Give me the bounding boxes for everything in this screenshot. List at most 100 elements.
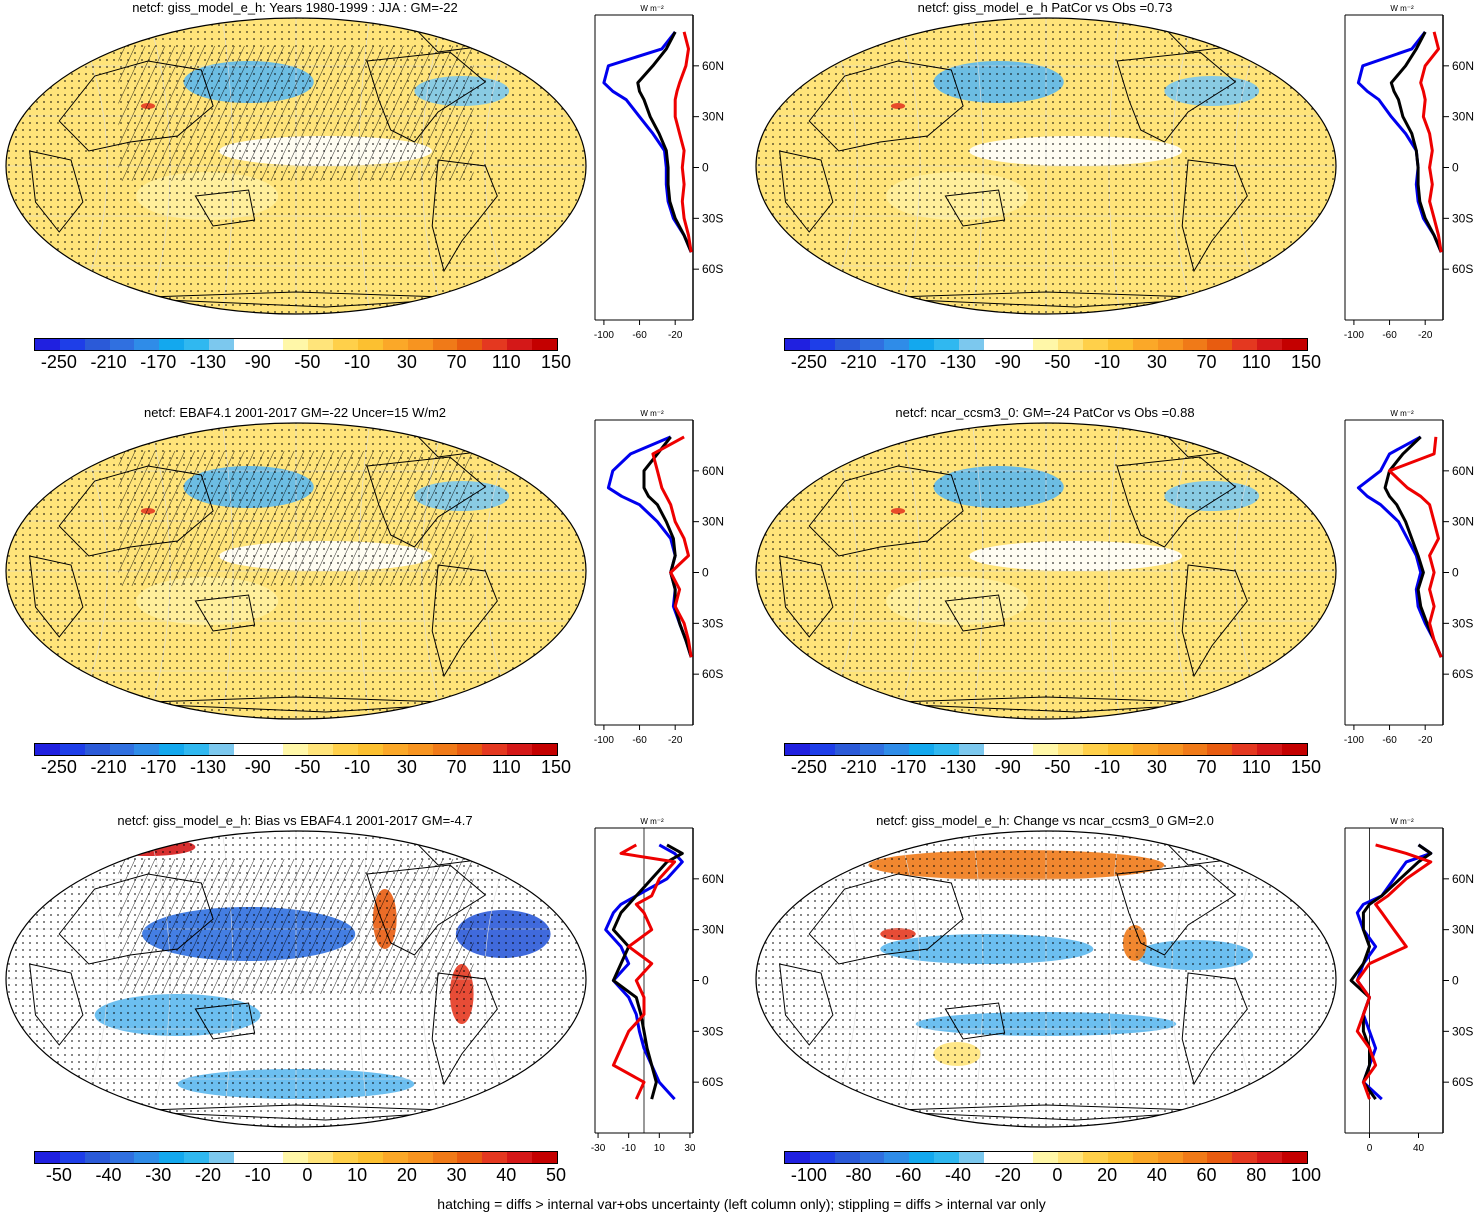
y-tick-label: 30N [1452,923,1474,937]
colorbar-swatch [1281,744,1307,755]
colorbar-swatch [507,744,532,755]
colorbar-label: -40 [944,1165,972,1185]
colorbar-label: 70 [446,757,467,777]
colorbar-swatch [934,1152,959,1163]
colorbar-label: -50 [294,352,321,372]
colorbar-label: -210 [840,757,877,777]
colorbar-label: -130 [189,352,227,372]
colorbar-label: 70 [446,352,467,372]
colorbar-label: 60 [1196,1165,1217,1185]
x-tick-label: -60 [632,330,647,341]
colorbar-swatch [1232,1152,1258,1163]
x-tick-label: -10 [621,1143,636,1154]
y-tick-label: 60N [702,872,724,886]
colorbar-swatch [1257,744,1282,755]
colorbar-swatch [233,1152,259,1163]
colorbar-swatch [35,1152,60,1163]
y-tick-label: 60N [1452,59,1474,73]
zonal-line [1419,31,1443,253]
colorbar-swatch [1033,744,1059,755]
colorbar-label: 70 [1196,352,1217,372]
colorbar-swatch [1132,1152,1158,1163]
colorbar-swatch [983,1152,1009,1163]
colorbar-label: -170 [140,757,177,777]
colorbar-label: 150 [540,352,572,372]
panel-title: netcf: ncar_ccsm3_0: GM=-24 PatCor vs Ob… [895,405,1195,420]
colorbar-label: -40 [95,1165,122,1185]
colorbar-swatch [1107,744,1133,755]
colorbar-swatch [1008,339,1034,350]
colorbar-swatch [333,1152,358,1163]
colorbar-swatch [457,1152,483,1163]
colorbar-label: 0 [302,1165,313,1185]
colorbar-label: 110 [491,352,521,372]
colorbar-label: -30 [145,1165,172,1185]
colorbar-swatch [1157,744,1183,755]
colorbar-swatch [457,744,483,755]
colorbar-swatch [208,339,234,350]
colorbar-swatch [382,339,408,350]
colorbar-label: -10 [344,757,371,777]
colorbar-label: -50 [294,757,321,777]
colorbar-swatch [859,744,885,755]
colorbar-swatch [1132,744,1158,755]
y-tick-label: 0 [1452,566,1459,580]
x-tick-label: -20 [668,735,683,746]
colorbar-swatch [983,744,1009,755]
colorbar-swatch [1257,339,1282,350]
colorbar-swatch [109,1152,135,1163]
y-tick-label: 60S [702,1075,723,1089]
colorbar-swatch [785,339,810,350]
y-tick-label: 0 [702,161,709,175]
colorbar-swatch [357,339,383,350]
colorbar-swatch [184,1152,209,1163]
colorbar-swatch [884,744,910,755]
colorbar-swatch [909,339,935,350]
colorbar-label: -20 [994,1165,1021,1185]
colorbar-swatch [482,339,508,350]
colorbar-swatch [1157,339,1183,350]
colorbar-label: -10 [244,1165,271,1185]
x-tick-label: 0 [1367,1143,1373,1154]
colorbar-label: -90 [994,352,1021,372]
x-tick-label: -20 [668,330,683,341]
colorbar-label: 80 [1246,1165,1267,1185]
colorbar-swatch [1257,1152,1282,1163]
colorbar-swatch [958,744,984,755]
colorbar-swatch [35,744,60,755]
colorbar-swatch [1207,339,1233,350]
panel-title: netcf: giss_model_e_h: Bias vs EBAF4.1 2… [117,813,473,828]
colorbar-swatches [34,1151,558,1164]
footer-note: hatching = diffs > internal var+obs unce… [437,1196,1046,1212]
zonal-line [636,31,693,253]
colorbar-swatch [84,339,110,350]
y-tick-label: 30N [1452,515,1474,529]
x-tick-label: -60 [1382,735,1397,746]
colorbar-label: 110 [1241,352,1271,372]
colorbar-swatches [784,743,1308,756]
colorbar-swatch [1207,744,1233,755]
panel-title: netcf: giss_model_e_h: Years 1980-1999 :… [132,0,458,15]
x-tick-label: -100 [1344,735,1364,746]
colorbar-swatch [1232,339,1258,350]
colorbar-label: 150 [540,757,572,777]
colorbar-swatch [407,339,433,350]
colorbar-swatch [35,339,60,350]
colorbar-label: 100 [1290,1165,1322,1185]
colorbar-label: 40 [1146,1165,1167,1185]
zonal-line [611,843,684,1100]
colorbar-label: -250 [40,757,77,777]
y-tick-label: 60S [702,667,723,681]
world-map [755,422,1337,720]
colorbar-label: -90 [994,757,1021,777]
zonal-mean-plot: 60N 30N 0 30S 60S -100 -60 -20 W m⁻² [594,4,724,341]
colorbar-swatch [1132,339,1158,350]
world-map [755,830,1337,1128]
colorbar-swatch [184,339,209,350]
colorbar-swatch [531,339,557,350]
panel-title: netcf: EBAF4.1 2001-2017 GM=-22 Uncer=15… [143,405,447,420]
colorbar-label: 70 [1196,757,1217,777]
colorbar-swatch [1281,1152,1307,1163]
colorbar-label: -50 [1044,352,1071,372]
panel-title: netcf: giss_model_e_h PatCor vs Obs =0.7… [917,0,1173,15]
